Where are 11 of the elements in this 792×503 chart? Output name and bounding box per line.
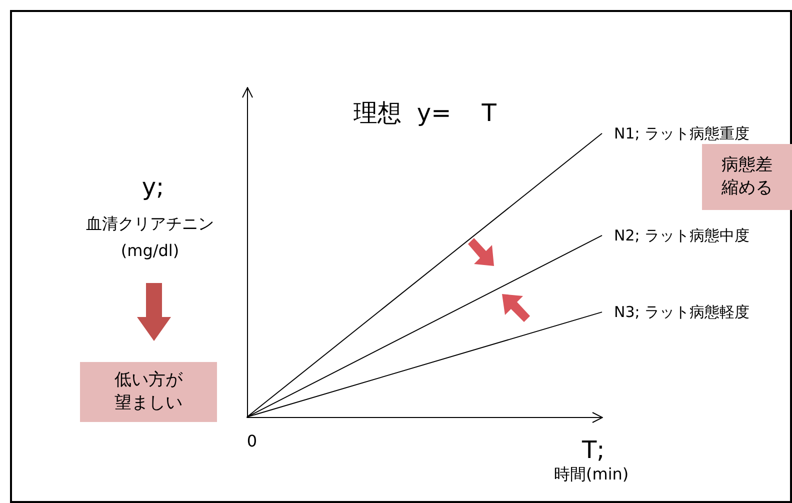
text: 理想 y= T <box>354 99 497 127</box>
y-axis-title: y; 血清クリアチニン (mg/dl) <box>86 173 214 260</box>
annotation: 低い方が望ましい <box>114 369 184 415</box>
text: 0 <box>246 432 258 450</box>
series-label: N1; ラット病態重度 <box>614 124 750 142</box>
note-box: 低い方が望ましい <box>80 362 217 422</box>
annotation: 病態差縮める <box>720 154 774 200</box>
series-label: N2; ラット病態中度 <box>614 226 750 244</box>
series-label: N3; ラット病態軽度 <box>614 303 750 322</box>
x-axis-title: T; 時間(min) <box>554 436 629 484</box>
note-box: 病態差縮める <box>702 144 792 210</box>
